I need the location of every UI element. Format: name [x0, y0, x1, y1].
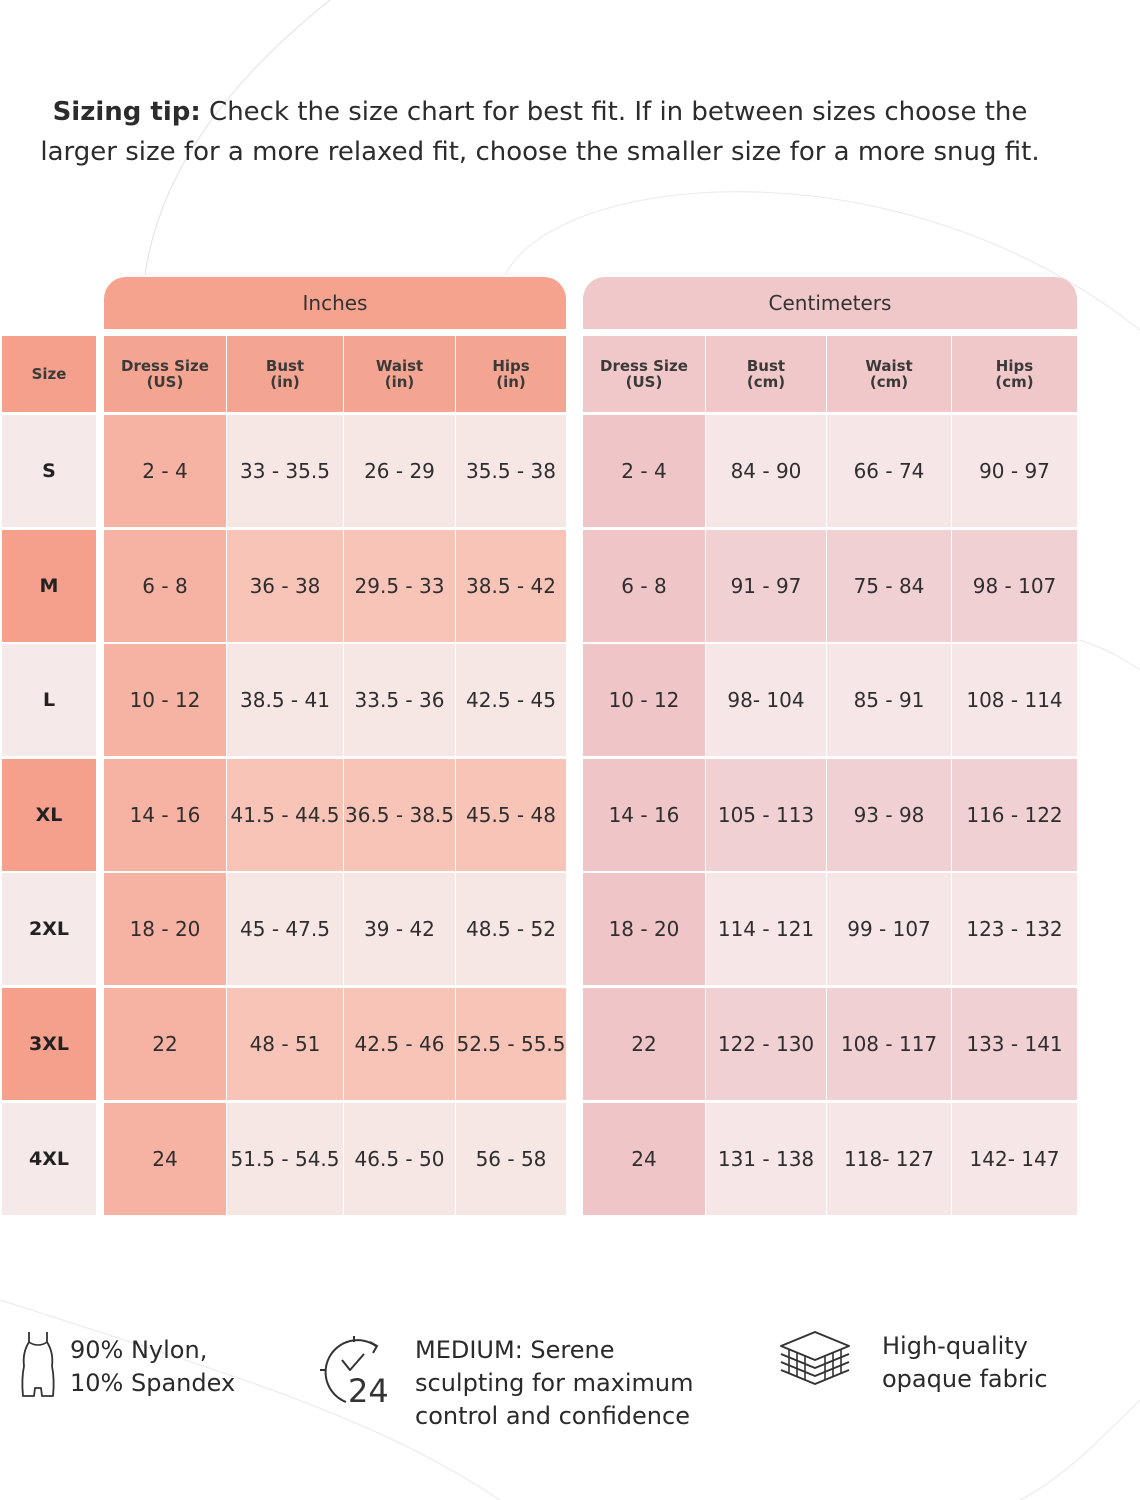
inches-cell: 14 - 16 [104, 758, 226, 871]
size-label: M [2, 529, 96, 642]
cm-cell: 142- 147 [952, 1102, 1077, 1215]
centimeters-group-header: Centimeters [583, 277, 1077, 329]
cm-column-header: Waist (cm) [827, 336, 951, 412]
cm-cell: 105 - 113 [706, 758, 826, 871]
feature-compression-text: MEDIUM: Serene sculpting for maximum con… [415, 1336, 694, 1430]
size-label: 2XL [2, 873, 96, 986]
cm-cell: 14 - 16 [583, 758, 705, 871]
cm-cell: 123 - 132 [952, 873, 1077, 986]
inches-cell: 36.5 - 38.5 [344, 758, 455, 871]
cm-cell: 99 - 107 [827, 873, 951, 986]
inches-cell: 38.5 - 42 [456, 529, 566, 642]
inches-cell: 46.5 - 50 [344, 1102, 455, 1215]
inches-cell: 41.5 - 44.5 [227, 758, 343, 871]
inches-cell: 33.5 - 36 [344, 644, 455, 757]
inches-cell: 56 - 58 [456, 1102, 566, 1215]
inches-column-header: Waist (in) [344, 336, 455, 412]
inches-cell: 22 [104, 988, 226, 1100]
cm-cell: 84 - 90 [706, 415, 826, 527]
cm-cell: 133 - 141 [952, 988, 1077, 1100]
cm-cell: 116 - 122 [952, 758, 1077, 871]
inches-cell: 2 - 4 [104, 415, 226, 527]
clock-24-icon: 24 [320, 1336, 389, 1408]
fabric-layers-icon [780, 1331, 850, 1385]
cm-column-header: Dress Size (US) [583, 336, 705, 412]
sizing-tip-label: Sizing tip: [52, 97, 201, 127]
cm-cell: 2 - 4 [583, 415, 705, 527]
inches-cell: 42.5 - 45 [456, 644, 566, 757]
cm-cell: 93 - 98 [827, 758, 951, 871]
cm-cell: 66 - 74 [827, 415, 951, 527]
bodysuit-icon [21, 1332, 55, 1397]
cm-cell: 75 - 84 [827, 529, 951, 642]
cm-cell: 6 - 8 [583, 529, 705, 642]
cm-cell: 108 - 117 [827, 988, 951, 1100]
inches-cell: 38.5 - 41 [227, 644, 343, 757]
cm-cell: 122 - 130 [706, 988, 826, 1100]
cm-cell: 108 - 114 [952, 644, 1077, 757]
inches-cell: 39 - 42 [344, 873, 455, 986]
inches-group-header: Inches [104, 277, 566, 329]
inches-column-header: Hips (in) [456, 336, 566, 412]
cm-cell: 118- 127 [827, 1102, 951, 1215]
cm-cell: 85 - 91 [827, 644, 951, 757]
feature-material-text: 90% Nylon, 10% Spandex [70, 1336, 236, 1397]
cm-column-header: Bust (cm) [706, 336, 826, 412]
cm-column-header: Hips (cm) [952, 336, 1077, 412]
inches-cell: 33 - 35.5 [227, 415, 343, 527]
cm-cell: 90 - 97 [952, 415, 1077, 527]
inches-cell: 36 - 38 [227, 529, 343, 642]
inches-cell: 45 - 47.5 [227, 873, 343, 986]
size-column-header: Size [2, 336, 96, 412]
size-label: XL [2, 758, 96, 871]
sizing-tip: Sizing tip: Check the size chart for bes… [20, 92, 1060, 172]
sizing-tip-text: Check the size chart for best fit. If in… [40, 97, 1040, 167]
inches-cell: 29.5 - 33 [344, 529, 455, 642]
cm-cell: 10 - 12 [583, 644, 705, 757]
inches-cell: 48 - 51 [227, 988, 343, 1100]
inches-cell: 18 - 20 [104, 873, 226, 986]
cm-cell: 18 - 20 [583, 873, 705, 986]
inches-cell: 51.5 - 54.5 [227, 1102, 343, 1215]
cm-cell: 24 [583, 1102, 705, 1215]
inches-cell: 6 - 8 [104, 529, 226, 642]
svg-text:24: 24 [348, 1372, 389, 1408]
inches-cell: 35.5 - 38 [456, 415, 566, 527]
cm-cell: 98 - 107 [952, 529, 1077, 642]
inches-cell: 42.5 - 46 [344, 988, 455, 1100]
inches-column-header: Dress Size (US) [104, 336, 226, 412]
size-label: L [2, 644, 96, 757]
cm-cell: 114 - 121 [706, 873, 826, 986]
inches-cell: 10 - 12 [104, 644, 226, 757]
size-label: 4XL [2, 1102, 96, 1215]
cm-cell: 22 [583, 988, 705, 1100]
cm-cell: 98- 104 [706, 644, 826, 757]
inches-cell: 52.5 - 55.5 [456, 988, 566, 1100]
cm-cell: 131 - 138 [706, 1102, 826, 1215]
inches-cell: 24 [104, 1102, 226, 1215]
feature-fabric-text: High-quality opaque fabric [882, 1332, 1048, 1393]
inches-cell: 45.5 - 48 [456, 758, 566, 871]
inches-cell: 48.5 - 52 [456, 873, 566, 986]
cm-cell: 91 - 97 [706, 529, 826, 642]
inches-column-header: Bust (in) [227, 336, 343, 412]
size-label: 3XL [2, 988, 96, 1100]
size-label: S [2, 415, 96, 527]
inches-cell: 26 - 29 [344, 415, 455, 527]
